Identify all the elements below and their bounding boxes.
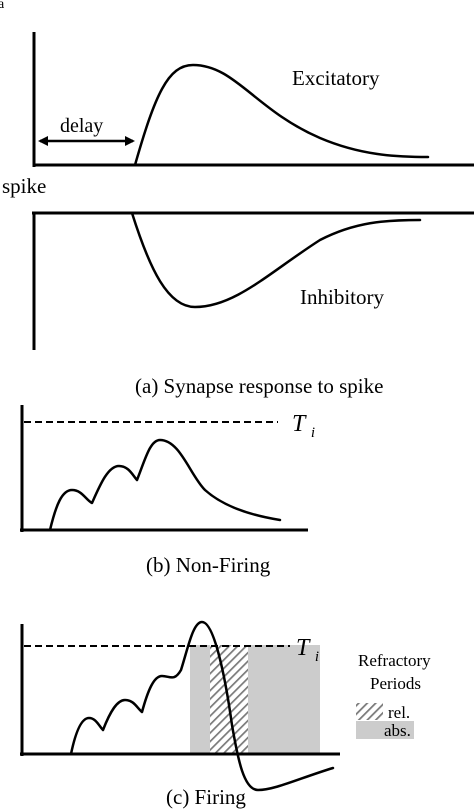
legend-absolute-label: abs. [384, 721, 411, 740]
spike-label: spike [2, 174, 46, 198]
absolute-refractory-region [190, 645, 320, 753]
panel-c: T i Refractory Periods rel. abs. (c) Fir… [20, 620, 431, 809]
firing-threshold-symbol: T [296, 635, 311, 661]
legend-absolute-swatch [356, 721, 414, 739]
panel-a-corner-label: a [0, 0, 5, 12]
firing-threshold-subscript: i [315, 649, 319, 665]
panel-a-caption: (a) Synapse response to spike [135, 374, 383, 398]
panel-a: a delay Excitatory spike Inhibitory (a) … [0, 0, 474, 398]
legend-relative-swatch [356, 703, 383, 720]
excitatory-label: Excitatory [292, 66, 380, 90]
firing-potential-curve [69, 620, 335, 792]
inhibitory-curve [130, 211, 422, 309]
delay-label: delay [60, 115, 103, 137]
non-firing-threshold-label: T i [292, 411, 315, 441]
refractory-legend-title-line1: Refractory [358, 651, 431, 670]
inhibitory-label: Inhibitory [300, 285, 384, 309]
refractory-legend-title-line2: Periods [370, 674, 421, 693]
non-firing-threshold-subscript: i [311, 425, 315, 441]
panel-c-caption: (c) Firing [166, 785, 246, 809]
non-firing-threshold-symbol: T [292, 411, 307, 437]
legend-relative-label: rel. [388, 703, 410, 722]
firing-threshold-label: T i [296, 635, 319, 665]
non-firing-potential-curve [48, 438, 282, 532]
excitatory-curve [133, 63, 430, 167]
panel-b: T i (b) Non-Firing [20, 405, 315, 577]
panel-b-caption: (b) Non-Firing [146, 553, 271, 577]
